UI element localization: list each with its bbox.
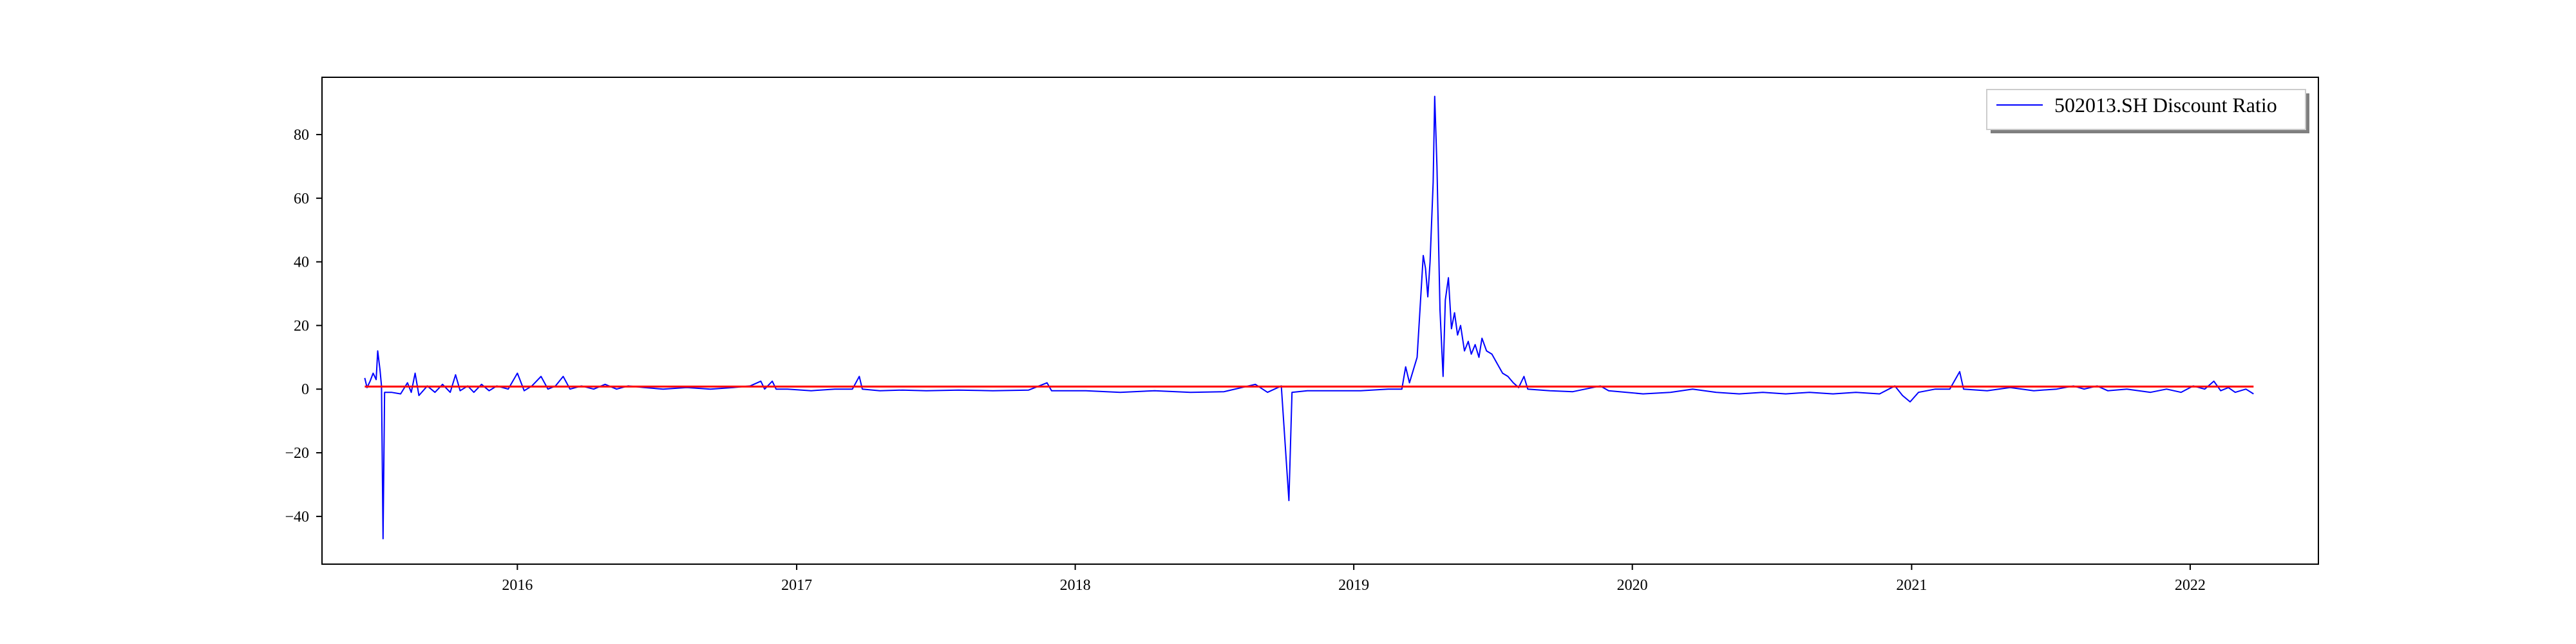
x-tick-label: 2020 (1617, 577, 1648, 594)
y-tick-label: 80 (294, 127, 309, 144)
x-tick-label: 2016 (502, 577, 533, 594)
x-tick-label: 2022 (2175, 577, 2206, 594)
y-tick-label: 0 (301, 381, 309, 398)
series-layer (364, 95, 2254, 540)
y-axis: −40 −20 0 20 40 60 80 (285, 127, 322, 526)
x-tick-label: 2019 (1338, 577, 1369, 594)
legend: 502013.SH Discount Ratio (1986, 89, 2309, 133)
y-tick-label: 60 (294, 191, 309, 207)
y-tick-label: −40 (285, 509, 309, 526)
y-tick-label: 20 (294, 317, 309, 334)
x-axis: 2016 2017 2018 2019 2020 2021 2022 (502, 564, 2206, 594)
x-tick-label: 2017 (781, 577, 812, 594)
legend-frame (1986, 89, 2306, 130)
plot-area (321, 77, 2319, 565)
x-tick-label: 2018 (1060, 577, 1091, 594)
y-tick-label: 40 (294, 254, 309, 271)
y-tick-label: −20 (285, 445, 309, 462)
x-tick-label: 2021 (1896, 577, 1927, 594)
legend-label: 502013.SH Discount Ratio (2054, 93, 2277, 117)
